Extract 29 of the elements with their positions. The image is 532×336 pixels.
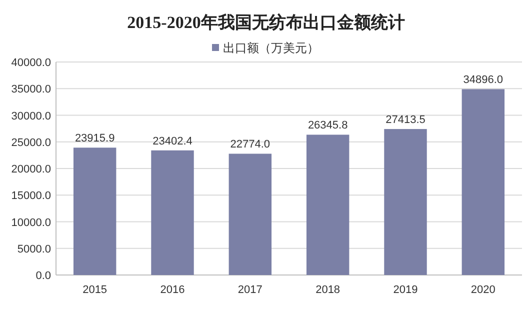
bar xyxy=(306,134,350,275)
data-label: 23402.4 xyxy=(152,135,192,148)
y-tick-label: 35000.0 xyxy=(11,84,51,96)
x-tick-label: 2018 xyxy=(316,284,340,296)
y-tick-label: 15000.0 xyxy=(11,190,51,202)
bar xyxy=(384,129,427,275)
data-label: 34896.0 xyxy=(463,74,504,86)
bar xyxy=(73,148,116,275)
y-tick-label: 10000.0 xyxy=(11,216,51,229)
data-label: 23915.9 xyxy=(74,132,115,145)
y-tick-label: 5000.0 xyxy=(17,243,51,256)
x-tick-label: 2016 xyxy=(160,284,185,296)
y-tick-label: 0.0 xyxy=(36,270,51,282)
x-tick-label: 2019 xyxy=(393,284,418,296)
bar xyxy=(228,154,272,275)
chart-title: 2015-2020年我国无纺布出口金额统计 xyxy=(127,13,405,32)
y-tick-label: 30000.0 xyxy=(11,110,51,122)
legend-label: 出口额（万美元） xyxy=(223,41,319,55)
bar xyxy=(462,89,505,275)
data-label: 26345.8 xyxy=(308,120,348,132)
bar xyxy=(151,150,194,275)
y-tick-label: 20000.0 xyxy=(11,164,51,176)
x-tick-label: 2015 xyxy=(82,284,108,296)
data-label: 27413.5 xyxy=(386,114,426,126)
y-tick-label: 25000.0 xyxy=(11,136,51,149)
x-tick-label: 2017 xyxy=(238,284,262,296)
data-label: 22774.0 xyxy=(230,138,270,151)
y-tick-label: 40000.0 xyxy=(11,57,51,69)
x-tick-label: 2020 xyxy=(470,284,496,296)
